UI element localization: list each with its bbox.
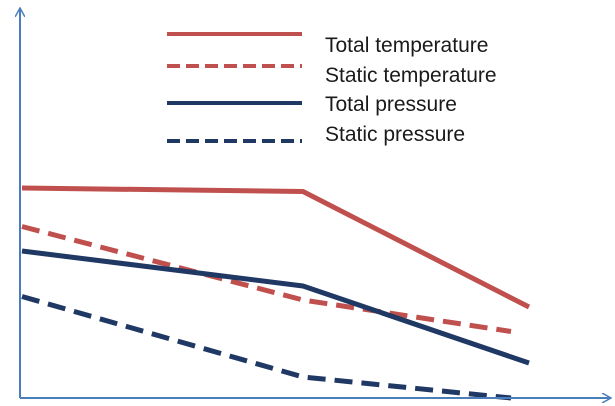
- series-line-total-temperature: [21, 185, 531, 310]
- series-line-static-pressure: [21, 294, 512, 401]
- series-line-static-temperature: [21, 224, 512, 334]
- legend-label-total-temperature: Total temperature: [325, 34, 488, 57]
- series-line-total-pressure: [21, 248, 530, 366]
- legend-label-static-pressure: Static pressure: [325, 123, 465, 146]
- legend-label-static-temperature: Static temperature: [325, 64, 497, 87]
- legend-label-total-pressure: Total pressure: [325, 93, 457, 116]
- series-layer: [21, 185, 531, 401]
- legend: Total temperature Static temperature Tot…: [167, 32, 497, 146]
